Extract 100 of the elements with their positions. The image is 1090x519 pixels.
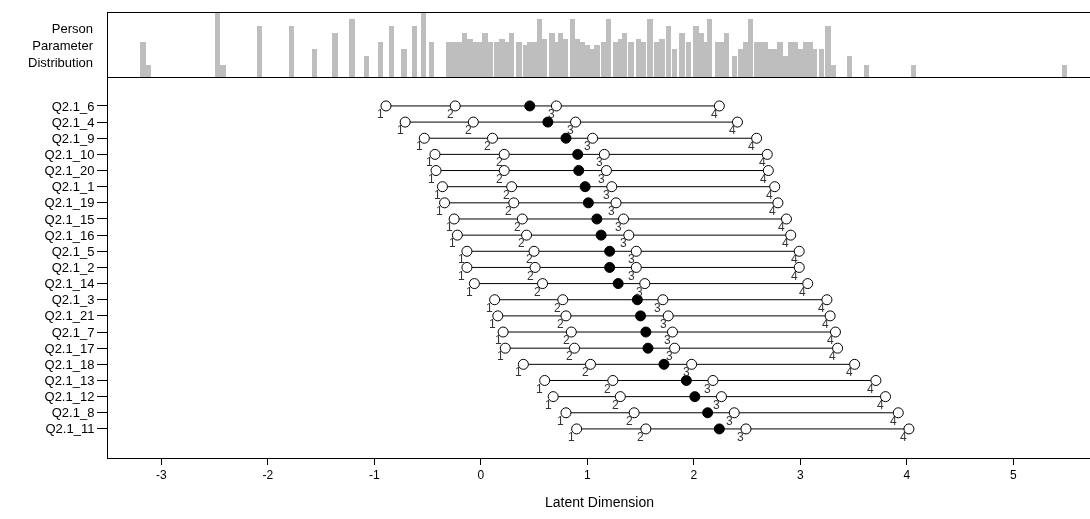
text: 4 bbox=[846, 365, 853, 379]
y-tick-label: Q2.1_12 bbox=[44, 389, 95, 405]
text: 3 bbox=[608, 204, 615, 218]
text: 1 bbox=[436, 204, 443, 218]
text: 3 bbox=[615, 220, 622, 234]
bar bbox=[364, 55, 370, 77]
text: 3 bbox=[660, 317, 667, 331]
text: 1 bbox=[489, 317, 496, 331]
text: 4 bbox=[782, 236, 789, 250]
text: 1 bbox=[426, 155, 433, 169]
text: 3 bbox=[620, 236, 627, 250]
text: 2 bbox=[518, 236, 525, 250]
text: 1 bbox=[377, 107, 384, 121]
bar bbox=[288, 25, 294, 77]
y-tick-label: Q2.1_13 bbox=[44, 373, 95, 389]
point bbox=[604, 245, 616, 257]
point bbox=[612, 278, 624, 290]
text: 4 bbox=[791, 252, 798, 266]
text: 2 bbox=[626, 414, 633, 428]
point bbox=[604, 261, 616, 273]
text: 3 bbox=[584, 139, 591, 153]
x-tick-label: -1 bbox=[368, 468, 380, 483]
bar bbox=[388, 25, 394, 77]
text: 2 bbox=[534, 285, 541, 299]
y-tick-label: Q2.1_14 bbox=[44, 276, 95, 292]
text: 1 bbox=[458, 252, 465, 266]
text: 4 bbox=[769, 204, 776, 218]
x-axis-title: Latent Dimension bbox=[545, 494, 654, 510]
y-tick-label: Q2.1_20 bbox=[44, 163, 95, 179]
text: 3 bbox=[726, 414, 733, 428]
text: 4 bbox=[748, 139, 755, 153]
text: 3 bbox=[704, 382, 711, 396]
y-tick-label: Q2.1_8 bbox=[51, 405, 95, 421]
text: 4 bbox=[791, 269, 798, 283]
series-label: 2 bbox=[563, 333, 570, 347]
y-tick-label: Q2.1_7 bbox=[51, 324, 95, 340]
x-tick-label: 1 bbox=[583, 468, 591, 483]
text: 4 bbox=[867, 382, 874, 396]
y-tick-label: Q2.1_16 bbox=[44, 227, 95, 243]
bar bbox=[863, 65, 869, 77]
text: 4 bbox=[711, 107, 718, 121]
y-axis-title: Person Parameter Distribution bbox=[28, 21, 94, 70]
y-tick-label: Q2.1_4 bbox=[51, 114, 95, 130]
point bbox=[539, 374, 551, 386]
text: 3 bbox=[654, 301, 661, 315]
y-tick-label: Q2.1_21 bbox=[44, 308, 95, 324]
text: 2 bbox=[496, 172, 503, 186]
point bbox=[573, 165, 585, 177]
text: 4 bbox=[829, 349, 836, 363]
text: 2 bbox=[514, 220, 521, 234]
text: 3 bbox=[598, 172, 605, 186]
point bbox=[572, 148, 584, 160]
text: 2 bbox=[484, 139, 491, 153]
text: 3 bbox=[603, 188, 610, 202]
text: 4 bbox=[822, 317, 829, 331]
text: 1 bbox=[545, 398, 552, 412]
text: 4 bbox=[890, 414, 897, 428]
text: 4 bbox=[778, 220, 785, 234]
point bbox=[689, 391, 701, 403]
bar bbox=[910, 65, 916, 77]
bar bbox=[256, 25, 262, 77]
text: 1 bbox=[458, 269, 465, 283]
text: 2 bbox=[637, 430, 644, 444]
text: 1 bbox=[486, 301, 493, 315]
text: 3 bbox=[664, 333, 671, 347]
text: 2 bbox=[604, 382, 611, 396]
text: 1 bbox=[515, 365, 522, 379]
bar bbox=[569, 19, 576, 77]
bar bbox=[707, 19, 713, 77]
point bbox=[635, 310, 647, 322]
point bbox=[461, 261, 473, 273]
bar bbox=[605, 19, 612, 77]
y-tick-label: Q2.1_5 bbox=[51, 243, 95, 259]
x-tick-label: 3 bbox=[796, 468, 804, 483]
y-tick-label: Q2.1_6 bbox=[51, 98, 95, 114]
bar bbox=[311, 49, 318, 77]
text: 2 bbox=[505, 204, 512, 218]
point bbox=[529, 261, 541, 273]
text: 1 bbox=[495, 333, 502, 347]
text: 1 bbox=[557, 414, 564, 428]
text: 4 bbox=[759, 155, 766, 169]
y-tick-label: Q2.1_18 bbox=[44, 356, 95, 372]
text: 3 bbox=[666, 349, 673, 363]
text: 2 bbox=[566, 349, 573, 363]
y-tick-label: Q2.1_2 bbox=[51, 259, 95, 275]
point bbox=[607, 374, 619, 386]
text: 2 bbox=[526, 252, 533, 266]
text: 1 bbox=[428, 172, 435, 186]
text: 4 bbox=[760, 172, 767, 186]
point bbox=[702, 407, 714, 419]
point bbox=[658, 358, 670, 370]
text: 3 bbox=[628, 252, 635, 266]
bar bbox=[846, 55, 852, 77]
text: 2 bbox=[612, 398, 619, 412]
y-tick-label: Q2.1_15 bbox=[44, 211, 95, 227]
y-tick-label: Q2.1_17 bbox=[44, 340, 95, 356]
point bbox=[870, 374, 882, 386]
y-tick-label: Q2.1_3 bbox=[51, 292, 95, 308]
text: 3 bbox=[737, 430, 744, 444]
point bbox=[579, 181, 591, 193]
